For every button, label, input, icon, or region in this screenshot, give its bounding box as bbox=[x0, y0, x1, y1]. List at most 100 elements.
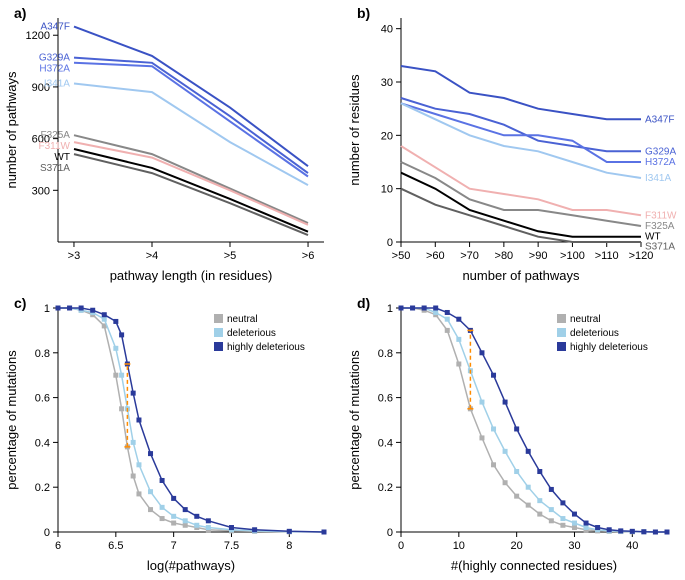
series-label-WT: WT bbox=[54, 152, 70, 163]
marker bbox=[537, 512, 542, 517]
legend-swatch bbox=[557, 328, 566, 337]
marker bbox=[537, 469, 542, 474]
marker bbox=[560, 500, 565, 505]
svg-text:0.8: 0.8 bbox=[35, 348, 50, 360]
legend-label: neutral bbox=[570, 314, 601, 325]
svg-text:>80: >80 bbox=[494, 250, 513, 262]
svg-text:0: 0 bbox=[44, 527, 50, 539]
svg-text:300: 300 bbox=[32, 185, 50, 197]
series-label-A347F: A347F bbox=[40, 22, 69, 33]
marker bbox=[56, 306, 61, 311]
svg-text:number of pathways: number of pathways bbox=[462, 268, 580, 283]
series-WT bbox=[74, 149, 308, 232]
panel-a: 3006009001200>3>4>5>6pathway length (in … bbox=[0, 0, 343, 290]
marker bbox=[652, 530, 657, 535]
legend-swatch bbox=[214, 328, 223, 337]
svg-text:>70: >70 bbox=[460, 250, 479, 262]
series-label-G329A: G329A bbox=[645, 146, 676, 157]
marker bbox=[560, 523, 565, 528]
y-axis-label: percentage of mutations bbox=[347, 350, 362, 490]
svg-text:6.5: 6.5 bbox=[108, 540, 123, 552]
marker bbox=[398, 306, 403, 311]
marker bbox=[525, 449, 530, 454]
x-axis-label: log(#pathways) bbox=[147, 558, 235, 573]
marker bbox=[119, 406, 124, 411]
marker bbox=[433, 306, 438, 311]
marker bbox=[131, 440, 136, 445]
svg-text:0: 0 bbox=[397, 540, 403, 552]
marker bbox=[456, 362, 461, 367]
svg-text:number of residues: number of residues bbox=[347, 74, 362, 186]
series-H372A bbox=[74, 63, 308, 177]
marker bbox=[456, 317, 461, 322]
marker bbox=[548, 487, 553, 492]
svg-text:0.6: 0.6 bbox=[35, 393, 50, 405]
marker bbox=[148, 451, 153, 456]
x-axis-label: #(highly connected residues) bbox=[450, 558, 616, 573]
marker bbox=[502, 480, 507, 485]
marker bbox=[514, 469, 519, 474]
svg-text:0.6: 0.6 bbox=[377, 393, 392, 405]
svg-text:30: 30 bbox=[380, 77, 392, 89]
marker bbox=[183, 507, 188, 512]
series-label-I341A: I341A bbox=[645, 173, 671, 184]
marker bbox=[421, 306, 426, 311]
svg-text:0.4: 0.4 bbox=[377, 437, 392, 449]
svg-text:1: 1 bbox=[44, 303, 50, 315]
marker bbox=[131, 474, 136, 479]
marker bbox=[119, 373, 124, 378]
svg-text:10: 10 bbox=[380, 184, 392, 196]
marker bbox=[606, 527, 611, 532]
marker bbox=[433, 310, 438, 315]
series-label-F325A: F325A bbox=[40, 130, 70, 141]
svg-text:0: 0 bbox=[386, 527, 392, 539]
marker bbox=[502, 449, 507, 454]
marker bbox=[287, 529, 292, 534]
svg-text:7.5: 7.5 bbox=[224, 540, 239, 552]
svg-text:20: 20 bbox=[510, 540, 522, 552]
svg-text:0.2: 0.2 bbox=[35, 482, 50, 494]
marker bbox=[322, 530, 327, 535]
marker bbox=[136, 491, 141, 496]
marker bbox=[194, 514, 199, 519]
marker bbox=[479, 350, 484, 355]
svg-text:6: 6 bbox=[55, 540, 61, 552]
panel-c: 00.20.40.60.8166.577.58log(#pathways)per… bbox=[0, 290, 343, 580]
marker bbox=[102, 312, 107, 317]
marker bbox=[571, 525, 576, 530]
svg-text:>110: >110 bbox=[594, 250, 618, 262]
marker bbox=[148, 507, 153, 512]
marker bbox=[171, 521, 176, 526]
marker bbox=[206, 525, 211, 530]
legend-swatch bbox=[557, 314, 566, 323]
marker bbox=[160, 478, 165, 483]
series-label-S371A: S371A bbox=[40, 163, 70, 174]
marker bbox=[548, 507, 553, 512]
series-label-F311W: F311W bbox=[645, 210, 677, 221]
series-A347F bbox=[74, 27, 308, 167]
marker bbox=[502, 400, 507, 405]
series-label-F325A: F325A bbox=[645, 221, 675, 232]
svg-text:>100: >100 bbox=[560, 250, 585, 262]
marker bbox=[479, 400, 484, 405]
legend-label: deleterious bbox=[227, 328, 276, 339]
marker bbox=[491, 462, 496, 467]
svg-text:0.8: 0.8 bbox=[377, 348, 392, 360]
marker bbox=[102, 317, 107, 322]
series-label-I341A: I341A bbox=[44, 78, 70, 89]
marker bbox=[583, 521, 588, 526]
svg-text:number of pathways: number of pathways bbox=[4, 71, 19, 189]
marker bbox=[514, 426, 519, 431]
panel-d: 00.20.40.60.81010203040#(highly connecte… bbox=[343, 290, 685, 580]
panel-tag: c) bbox=[14, 295, 26, 311]
series-label-G329A: G329A bbox=[39, 53, 70, 64]
marker bbox=[491, 426, 496, 431]
marker bbox=[595, 525, 600, 530]
svg-text:30: 30 bbox=[568, 540, 580, 552]
marker bbox=[206, 518, 211, 523]
marker bbox=[664, 530, 669, 535]
marker bbox=[491, 373, 496, 378]
series-I341A bbox=[74, 84, 308, 186]
svg-text:8: 8 bbox=[286, 540, 292, 552]
svg-text:>4: >4 bbox=[146, 250, 159, 262]
